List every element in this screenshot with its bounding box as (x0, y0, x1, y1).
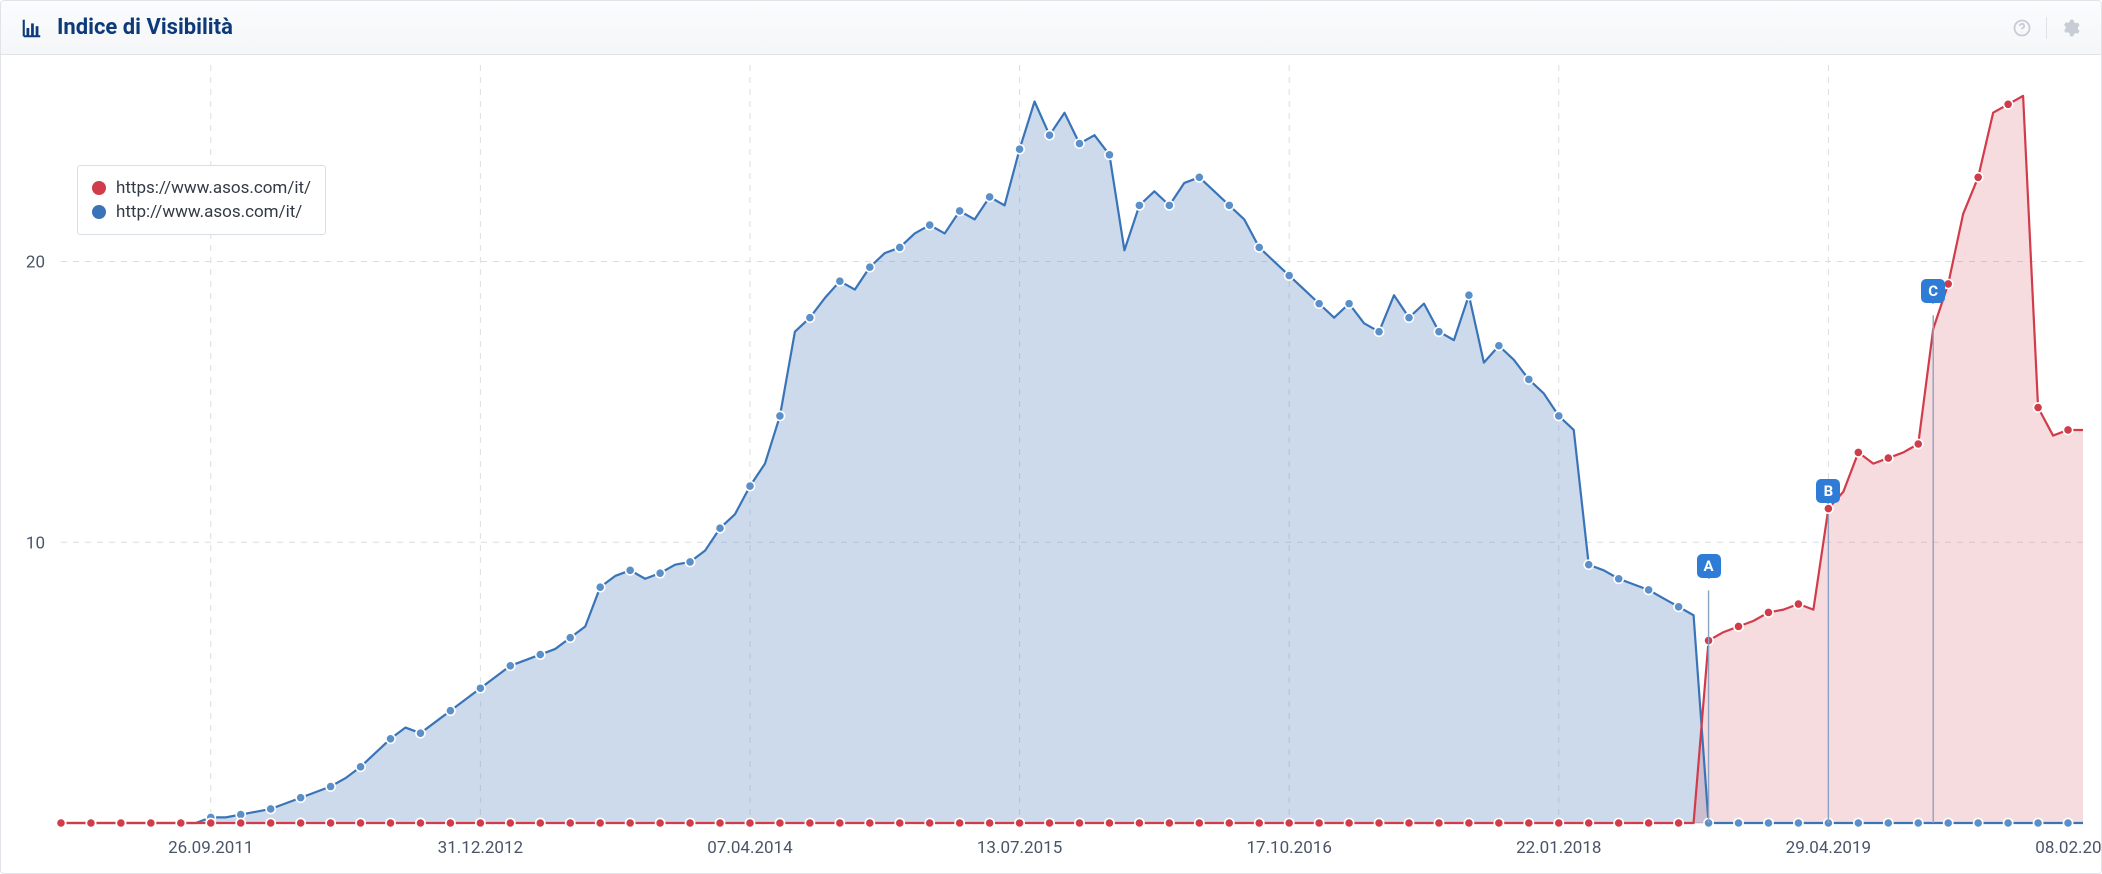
legend-swatch (92, 205, 106, 219)
event-pin-c[interactable]: C (1921, 279, 1945, 303)
x-tick-label: 17.10.2016 (1246, 838, 1331, 858)
x-tick-label: 31.12.2012 (438, 838, 523, 858)
x-tick-label: 22.01.2018 (1516, 838, 1601, 858)
x-tick-label: 07.04.2014 (707, 838, 793, 858)
legend-item[interactable]: http://www.asos.com/it/ (92, 200, 311, 224)
y-tick-label: 10 (26, 533, 45, 553)
x-tick-label: 08.02.2021 (2035, 838, 2102, 858)
help-icon[interactable] (2012, 18, 2032, 38)
gear-icon[interactable] (2061, 18, 2081, 38)
panel-actions (2012, 17, 2081, 39)
legend-swatch (92, 181, 106, 195)
panel-title: Indice di Visibilità (57, 15, 2012, 40)
chart-bar-icon (21, 17, 43, 39)
event-pin-a[interactable]: A (1697, 554, 1721, 578)
legend-label: https://www.asos.com/it/ (116, 178, 311, 198)
x-tick-label: 29.04.2019 (1786, 838, 1871, 858)
chart-legend: https://www.asos.com/it/http://www.asos.… (77, 165, 326, 235)
legend-item[interactable]: https://www.asos.com/it/ (92, 176, 311, 200)
legend-label: http://www.asos.com/it/ (116, 202, 302, 222)
y-tick-label: 20 (26, 253, 45, 273)
event-pin-b[interactable]: B (1816, 479, 1840, 503)
x-tick-label: 26.09.2011 (168, 838, 253, 858)
panel-header: Indice di Visibilità (1, 1, 2101, 55)
x-tick-label: 13.07.2015 (977, 838, 1062, 858)
separator (2046, 17, 2047, 39)
chart-area: 10 20 26.09.2011 31.12.2012 07.04.2014 13.07.… (1, 55, 2102, 873)
visibility-index-panel: Indice di Visibilità 10 20 26.09.2011 31.12… (0, 0, 2102, 874)
